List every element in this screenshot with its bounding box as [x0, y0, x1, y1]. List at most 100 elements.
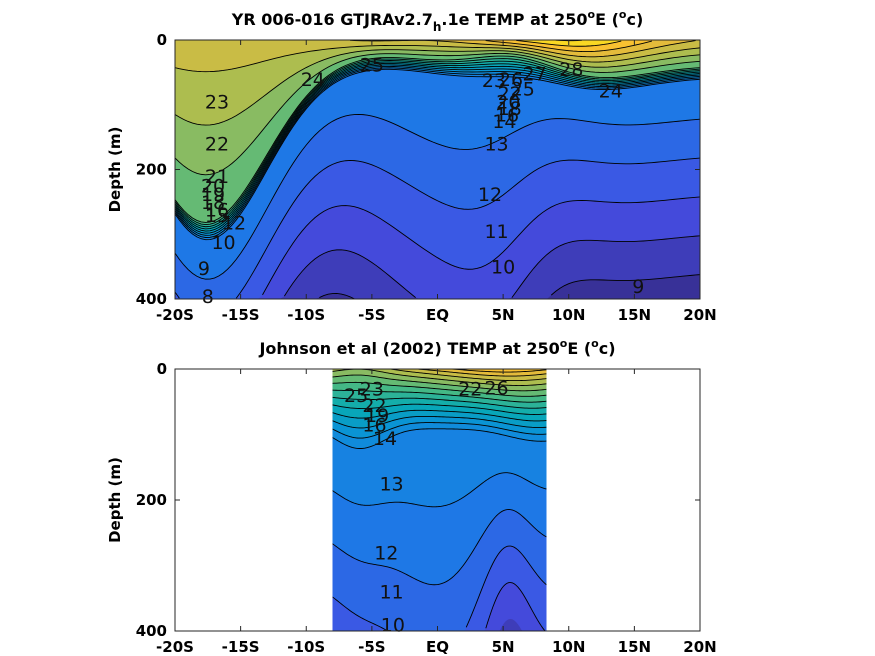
contour-label: 13	[379, 474, 403, 496]
contour-label: 26	[499, 69, 523, 91]
x-tick-label: -5S	[358, 306, 385, 324]
chart-title: Johnson et al (2002) TEMP at 250oE (oc)	[258, 337, 615, 358]
contour-line	[175, 64, 700, 234]
contour-line	[485, 582, 546, 631]
contour-line	[175, 67, 700, 238]
x-tick-label: 10N	[552, 638, 585, 656]
contour-line	[332, 415, 547, 429]
contour-label: 12	[222, 213, 246, 235]
contour-label: 22	[458, 379, 482, 401]
contour-label: 20	[496, 92, 520, 114]
y-axis-label: Depth (m)	[106, 457, 124, 543]
contour-label: 10	[491, 257, 515, 279]
contour-line	[332, 396, 547, 409]
contour-label: 11	[484, 221, 508, 243]
contour-label: 19	[201, 184, 225, 206]
x-tick-label: -15S	[222, 306, 260, 324]
contour-line	[332, 422, 547, 439]
x-tick-label: 5N	[492, 638, 515, 656]
x-tick-label: EQ	[426, 638, 449, 656]
contour-line	[516, 40, 622, 47]
contour-label: 15	[205, 205, 229, 227]
contour-line	[284, 235, 700, 298]
contour-label: 19	[365, 405, 389, 427]
x-tick-label: 15N	[618, 306, 651, 324]
contour-line	[175, 65, 700, 236]
contour-line	[451, 369, 547, 373]
contour-line	[332, 472, 547, 508]
contour-label: 26	[484, 377, 508, 399]
contour-label: 9	[632, 276, 644, 298]
y-tick-label: 200	[136, 161, 167, 179]
temp-band	[175, 40, 700, 223]
contour-label: 12	[478, 184, 502, 206]
contour-label: 27	[523, 64, 547, 86]
contour-line	[175, 60, 700, 228]
contour-line	[485, 40, 652, 53]
contour-label: 23	[482, 70, 506, 92]
temp-band	[175, 40, 700, 175]
x-tick-label: -10S	[287, 638, 325, 656]
contour-field	[332, 369, 547, 631]
contour-label: 12	[374, 542, 398, 564]
contour-label: 24	[599, 81, 623, 103]
contour-label: 25	[360, 55, 384, 77]
contour-label: 13	[484, 134, 508, 156]
temp-band	[175, 40, 700, 126]
contour-label: 23	[205, 92, 229, 114]
contour-label: 25	[344, 385, 368, 407]
x-tick-label: 15N	[618, 638, 651, 656]
y-tick-label: 400	[136, 622, 167, 640]
chart-title: YR 006-016 GTJRAv2.7h.1e TEMP at 250oE (…	[231, 8, 644, 34]
contour-line	[332, 545, 547, 631]
x-tick-label: 10N	[552, 306, 585, 324]
contour-line	[175, 68, 700, 241]
x-tick-label: -15S	[222, 638, 260, 656]
contour-label: 22	[205, 134, 229, 156]
contour-label: 10	[211, 232, 235, 254]
contour-line	[175, 44, 700, 73]
contour-label: 20	[201, 176, 225, 198]
contour-line	[391, 369, 547, 382]
contour-line	[175, 58, 700, 226]
contour-line	[319, 274, 700, 299]
x-tick-label: 5N	[492, 306, 515, 324]
contour-label: 25	[511, 79, 535, 101]
contour-line	[332, 409, 547, 422]
contour-line	[175, 157, 700, 299]
contour-label: 14	[492, 111, 516, 133]
contour-line	[175, 52, 700, 176]
contour-label: 22	[498, 83, 522, 105]
x-tick-label: -20S	[156, 306, 194, 324]
contour-line	[332, 509, 547, 586]
x-tick-label: 20N	[683, 638, 716, 656]
contour-label: 8	[202, 286, 214, 308]
contour-line	[175, 49, 700, 126]
contour-label: 22	[362, 395, 386, 417]
x-tick-label: -10S	[287, 306, 325, 324]
y-tick-label: 400	[136, 290, 167, 308]
contour-label: 9	[198, 258, 210, 280]
y-axis-label: Depth (m)	[106, 127, 124, 213]
contour-line	[175, 113, 700, 280]
contour-line	[262, 196, 700, 296]
contour-label: 24	[301, 69, 325, 91]
contour-line	[175, 55, 700, 223]
contour-label: 16	[205, 200, 229, 222]
contour-field	[175, 40, 700, 299]
y-tick-label: 200	[136, 491, 167, 509]
contour-line	[332, 381, 547, 397]
x-tick-label: EQ	[426, 306, 449, 324]
contour-label: 16	[495, 104, 519, 126]
contour-label: 16	[362, 415, 386, 437]
contour-label: 23	[360, 379, 384, 401]
contour-label: 18	[201, 192, 225, 214]
y-tick-label: 0	[157, 360, 167, 378]
contour-line	[332, 389, 547, 403]
contour-label: 21	[205, 166, 229, 188]
contour-label: 14	[373, 428, 397, 450]
x-tick-label: -20S	[156, 638, 194, 656]
contour-line	[332, 374, 547, 392]
